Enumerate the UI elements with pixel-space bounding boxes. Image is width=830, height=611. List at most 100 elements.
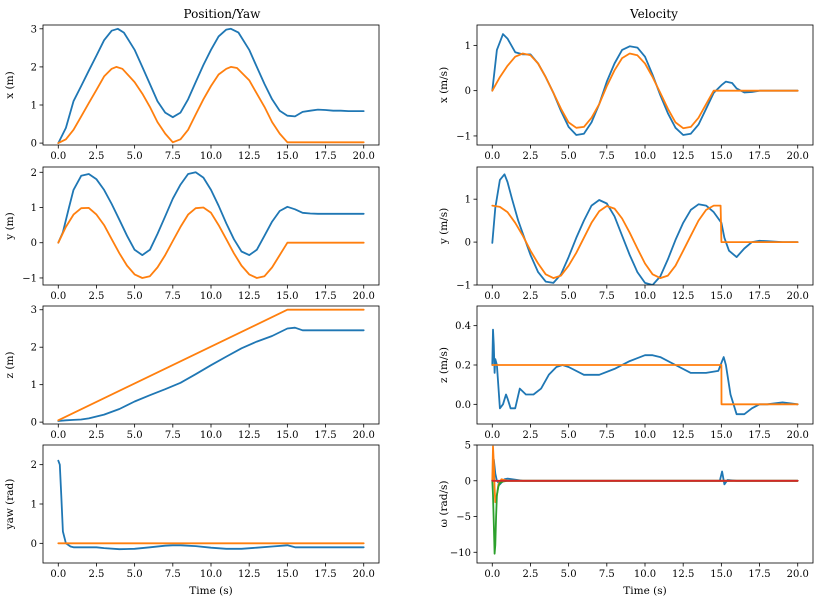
x-tick-label: 7.5 (165, 430, 181, 441)
y-tick-label: 0 (31, 238, 37, 249)
y-tick-label: −10 (450, 548, 471, 559)
y-tick-label: 1 (31, 500, 37, 511)
y-tick-label: 1 (465, 195, 471, 206)
y-tick-label: 1 (465, 41, 471, 52)
y-tick-label: 3 (31, 305, 37, 316)
series-line-reference (57, 206, 365, 279)
y-tick-label: 0 (31, 539, 37, 550)
x-tick-label: 20.0 (353, 151, 375, 162)
x-tick-label: 15.0 (710, 291, 732, 302)
series-line-actual (57, 27, 365, 145)
x-tick-label: 5.0 (127, 569, 143, 580)
plot-area (477, 25, 813, 145)
y-tick-label: 1 (31, 101, 37, 112)
x-tick-label: 12.5 (672, 430, 694, 441)
x-tick-label: 5.0 (561, 569, 577, 580)
y-tick-label: 0.0 (455, 400, 471, 411)
subplot-pos-z: 0.0 2.5 5.0 7.5 10.0 12.5 15.0 17.5 20.0 0 1 2 3 z (m… (4, 305, 380, 441)
x-tick-label: 15.0 (276, 430, 298, 441)
x-tick-label: 7.5 (599, 430, 615, 441)
x-tick-label: 17.5 (748, 151, 770, 162)
x-tick-label: 20.0 (787, 291, 809, 302)
y-tick-label: −5 (456, 512, 471, 523)
y-tick-label: 3 (31, 24, 37, 35)
series-line-reference (57, 66, 365, 145)
series-line-reference (491, 364, 799, 406)
y-axis-label: x (m) (4, 71, 16, 98)
y-tick-label: 2 (31, 168, 37, 179)
x-tick-label: 0.0 (484, 430, 500, 441)
y-tick-label: −1 (22, 273, 37, 284)
x-tick-label: 12.5 (238, 430, 260, 441)
subplot-vel-y: 0.0 2.5 5.0 7.5 10.0 12.5 15.0 17.5 20.0 −1 0 1 y (m… (438, 166, 814, 302)
x-tick-label: 7.5 (165, 291, 181, 302)
y-tick-label: 0.4 (455, 321, 471, 332)
series-line-reference (491, 204, 799, 280)
x-tick-label: 7.5 (599, 569, 615, 580)
x-tick-label: 17.5 (314, 151, 336, 162)
x-tick-label: 15.0 (276, 151, 298, 162)
x-tick-label: 12.5 (238, 151, 260, 162)
y-tick-label: 0 (465, 476, 471, 487)
y-axis-label: z (m) (4, 351, 16, 378)
x-tick-label: 2.5 (89, 430, 105, 441)
x-tick-label: 10.0 (634, 291, 656, 302)
y-tick-label: 2 (31, 343, 37, 354)
series-line-actual (491, 328, 799, 416)
plot-area (477, 445, 813, 563)
subplot-vel-omega: 0.0 2.5 5.0 7.5 10.0 12.5 15.0 17.5 20.0 −10 −5 0 5 ω… (438, 441, 814, 597)
y-axis-label: x (m/s) (438, 67, 450, 103)
x-tick-label: 12.5 (672, 151, 694, 162)
y-tick-label: −1 (456, 281, 471, 292)
y-tick-label: 0 (465, 238, 471, 249)
subplot-vel-z: 0.0 2.5 5.0 7.5 10.0 12.5 15.0 17.5 20.0 0.0 0.2 0.… (438, 305, 814, 441)
x-tick-label: 2.5 (523, 430, 539, 441)
x-tick-label: 20.0 (787, 151, 809, 162)
plot-area (477, 167, 813, 285)
x-tick-label: 0.0 (484, 569, 500, 580)
x-tick-label: 20.0 (353, 430, 375, 441)
x-tick-label: 7.5 (165, 151, 181, 162)
subplot-vel-x: 0.0 2.5 5.0 7.5 10.0 12.5 15.0 17.5 20.0 −1 0 1 x (m… (438, 24, 814, 162)
x-tick-label: 10.0 (200, 151, 222, 162)
x-tick-label: 5.0 (561, 430, 577, 441)
y-tick-label: 5 (465, 441, 471, 452)
y-axis-label: y (m) (4, 212, 16, 240)
y-axis-label: ω (rad/s) (438, 480, 450, 527)
x-tick-label: 10.0 (200, 430, 222, 441)
x-tick-label: 12.5 (672, 291, 694, 302)
x-tick-label: 10.0 (200, 291, 222, 302)
x-tick-label: 15.0 (276, 291, 298, 302)
x-axis-label: Time (s) (623, 585, 666, 597)
x-tick-label: 17.5 (314, 569, 336, 580)
y-tick-label: 0 (31, 418, 37, 429)
x-axis-label: Time (s) (189, 585, 232, 597)
series-line-reference (57, 308, 365, 422)
x-tick-label: 0.0 (50, 291, 66, 302)
series-line-reference (491, 52, 799, 130)
x-tick-label: 2.5 (89, 569, 105, 580)
x-tick-label: 10.0 (634, 569, 656, 580)
x-tick-label: 17.5 (748, 430, 770, 441)
x-tick-label: 17.5 (748, 569, 770, 580)
x-tick-label: 20.0 (353, 291, 375, 302)
x-tick-label: 10.0 (200, 569, 222, 580)
y-axis-label: yaw (rad) (4, 479, 16, 531)
column-title-position-yaw: Position/Yaw (184, 7, 262, 21)
series-line-actual (57, 171, 365, 257)
x-tick-label: 5.0 (561, 151, 577, 162)
x-tick-label: 5.0 (127, 430, 143, 441)
x-tick-label: 17.5 (314, 291, 336, 302)
x-tick-label: 12.5 (238, 569, 260, 580)
x-tick-label: 7.5 (599, 291, 615, 302)
x-tick-label: 10.0 (634, 151, 656, 162)
x-tick-label: 20.0 (787, 569, 809, 580)
series-line-actual (57, 326, 365, 422)
x-tick-label: 5.0 (561, 291, 577, 302)
y-tick-label: 0 (465, 86, 471, 97)
x-tick-label: 0.0 (50, 430, 66, 441)
plot-area (43, 445, 379, 563)
y-tick-label: −1 (456, 131, 471, 142)
x-tick-label: 2.5 (523, 569, 539, 580)
